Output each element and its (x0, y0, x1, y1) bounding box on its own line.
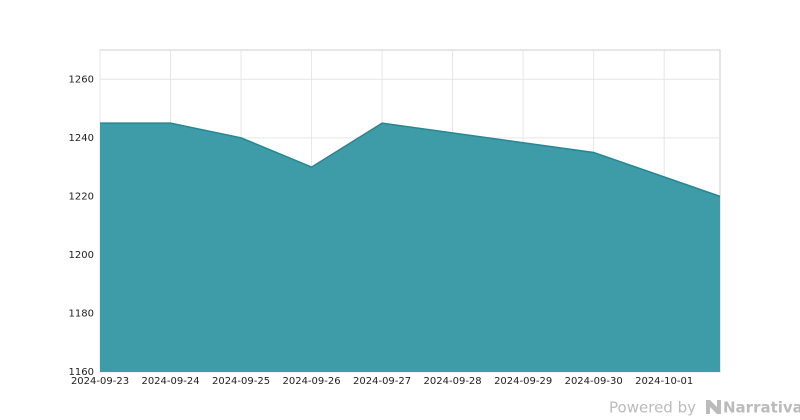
x-tick-label: 2024-09-28 (424, 376, 482, 387)
x-tick-label: 2024-09-30 (565, 376, 623, 387)
footer-brand: Narrativa (723, 399, 800, 417)
footer-powered: Powered by (609, 399, 696, 417)
area-line (100, 122, 721, 198)
y-tick-label: 1200 (69, 250, 94, 261)
x-tick-label: 2024-09-23 (71, 376, 129, 387)
x-tick-label: 2024-09-26 (283, 376, 341, 387)
y-tick-label: 1240 (69, 133, 94, 144)
brand-logo (706, 400, 721, 414)
y-tick-label: 1260 (69, 74, 94, 85)
x-tick-label: 2024-09-27 (353, 376, 411, 387)
x-tick-label: 2024-09-29 (494, 376, 552, 387)
y-tick-label: 1160 (69, 367, 94, 378)
area (100, 123, 720, 372)
x-tick-label: 2024-09-24 (141, 376, 199, 387)
x-tick-label: 2024-10-01 (635, 376, 693, 387)
x-tick-label: 2024-09-25 (212, 376, 270, 387)
y-tick-label: 1220 (69, 191, 94, 202)
y-tick-label: 1180 (69, 308, 94, 319)
